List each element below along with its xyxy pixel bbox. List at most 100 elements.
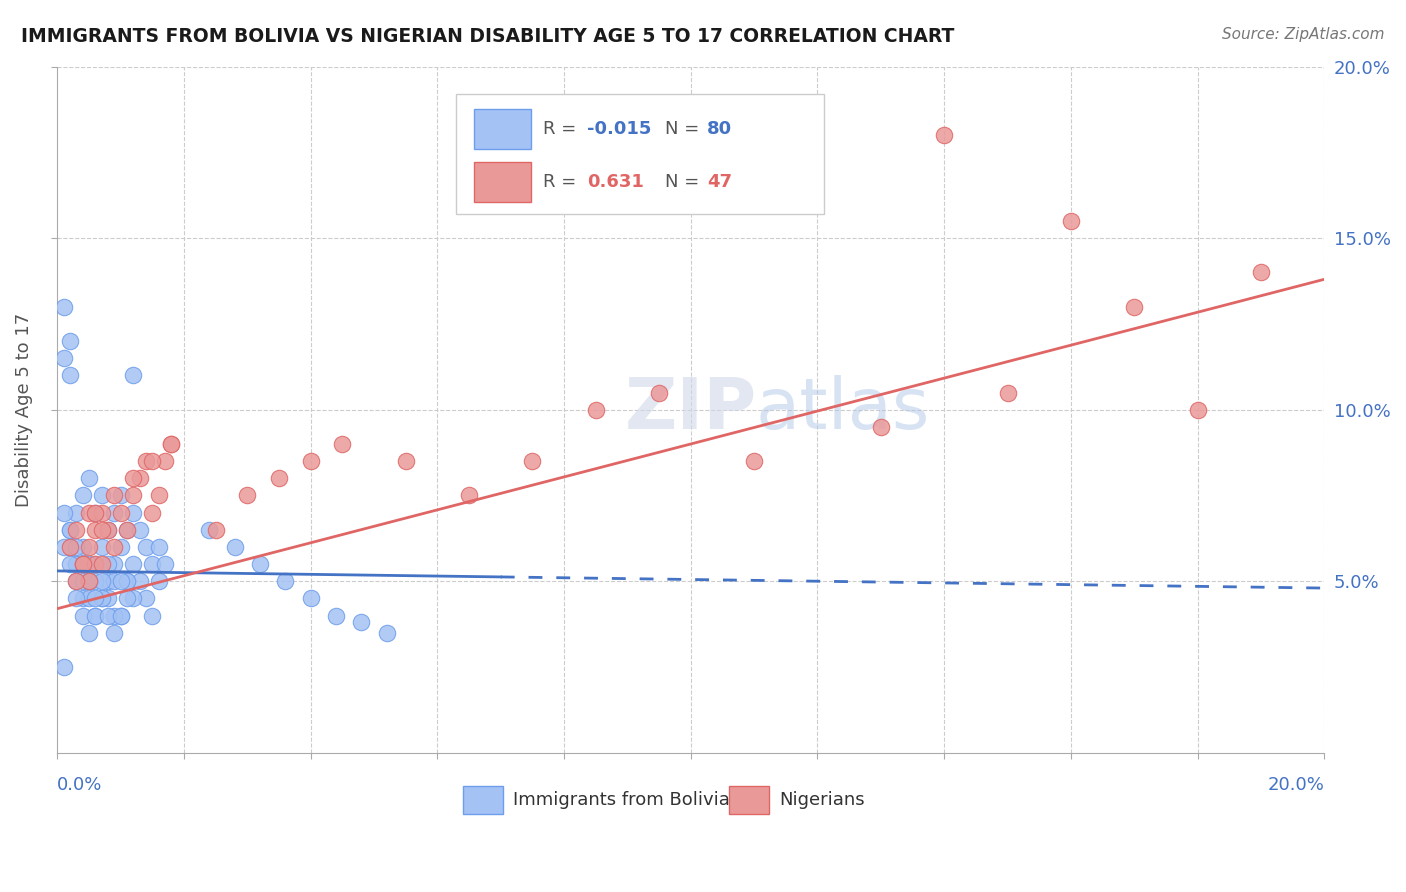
Point: [122, 591, 145, 606]
Point: [141, 506, 163, 520]
Point: [122, 471, 145, 485]
Point: [59, 540, 82, 554]
Point: [77, 574, 100, 589]
Point: [153, 557, 176, 571]
Point: [1250, 265, 1272, 279]
Point: [148, 540, 170, 554]
Point: [110, 574, 132, 589]
Point: [103, 625, 125, 640]
Point: [77, 540, 100, 554]
Point: [299, 454, 322, 468]
Point: [103, 608, 125, 623]
Point: [110, 488, 132, 502]
Point: [148, 574, 170, 589]
Point: [997, 385, 1019, 400]
Point: [97, 574, 120, 589]
Point: [52, 351, 75, 366]
Point: [103, 540, 125, 554]
Point: [122, 368, 145, 383]
Point: [72, 557, 94, 571]
Point: [141, 608, 163, 623]
Point: [135, 454, 157, 468]
Point: [97, 608, 120, 623]
Point: [52, 660, 75, 674]
Point: [84, 506, 107, 520]
Point: [97, 557, 120, 571]
Text: Source: ZipAtlas.com: Source: ZipAtlas.com: [1222, 27, 1385, 42]
Point: [742, 454, 765, 468]
Point: [115, 591, 138, 606]
Point: [299, 591, 322, 606]
Point: [52, 506, 75, 520]
Point: [648, 385, 671, 400]
Point: [103, 488, 125, 502]
Point: [141, 454, 163, 468]
Point: [115, 574, 138, 589]
Point: [103, 557, 125, 571]
Text: -0.015: -0.015: [586, 120, 651, 138]
Point: [90, 488, 112, 502]
Point: [160, 437, 183, 451]
Text: atlas: atlas: [755, 376, 929, 444]
Text: 20.0%: 20.0%: [1267, 776, 1324, 795]
Text: ZIP: ZIP: [624, 376, 756, 444]
Point: [115, 574, 138, 589]
Point: [77, 557, 100, 571]
Point: [90, 540, 112, 554]
Point: [160, 437, 183, 451]
Point: [110, 540, 132, 554]
Point: [122, 488, 145, 502]
Point: [90, 574, 112, 589]
Point: [153, 454, 176, 468]
Point: [90, 591, 112, 606]
Point: [90, 506, 112, 520]
Point: [204, 523, 226, 537]
Point: [72, 591, 94, 606]
Point: [72, 557, 94, 571]
Point: [77, 471, 100, 485]
Point: [84, 557, 107, 571]
Point: [65, 574, 87, 589]
Point: [90, 557, 112, 571]
Point: [141, 557, 163, 571]
Point: [77, 506, 100, 520]
Point: [458, 488, 481, 502]
Point: [236, 488, 259, 502]
Point: [1060, 214, 1083, 228]
Point: [135, 540, 157, 554]
Point: [72, 540, 94, 554]
Text: R =: R =: [543, 173, 582, 191]
Point: [1187, 402, 1209, 417]
Point: [267, 471, 290, 485]
Point: [59, 523, 82, 537]
Point: [65, 591, 87, 606]
Text: Nigerians: Nigerians: [779, 791, 865, 809]
Point: [77, 574, 100, 589]
Point: [59, 368, 82, 383]
Point: [77, 574, 100, 589]
Point: [135, 591, 157, 606]
Point: [65, 574, 87, 589]
Point: [148, 488, 170, 502]
Point: [65, 506, 87, 520]
Point: [274, 574, 297, 589]
Point: [332, 437, 354, 451]
Point: [65, 557, 87, 571]
Point: [84, 608, 107, 623]
Point: [65, 540, 87, 554]
Text: IMMIGRANTS FROM BOLIVIA VS NIGERIAN DISABILITY AGE 5 TO 17 CORRELATION CHART: IMMIGRANTS FROM BOLIVIA VS NIGERIAN DISA…: [21, 27, 955, 45]
Point: [84, 506, 107, 520]
Point: [52, 300, 75, 314]
Text: 0.0%: 0.0%: [58, 776, 103, 795]
Point: [115, 523, 138, 537]
FancyBboxPatch shape: [474, 162, 531, 202]
Text: 47: 47: [707, 173, 733, 191]
Point: [122, 506, 145, 520]
Point: [59, 557, 82, 571]
Point: [249, 557, 271, 571]
Point: [103, 574, 125, 589]
Point: [110, 608, 132, 623]
Point: [522, 454, 544, 468]
Point: [128, 471, 150, 485]
Point: [59, 334, 82, 348]
